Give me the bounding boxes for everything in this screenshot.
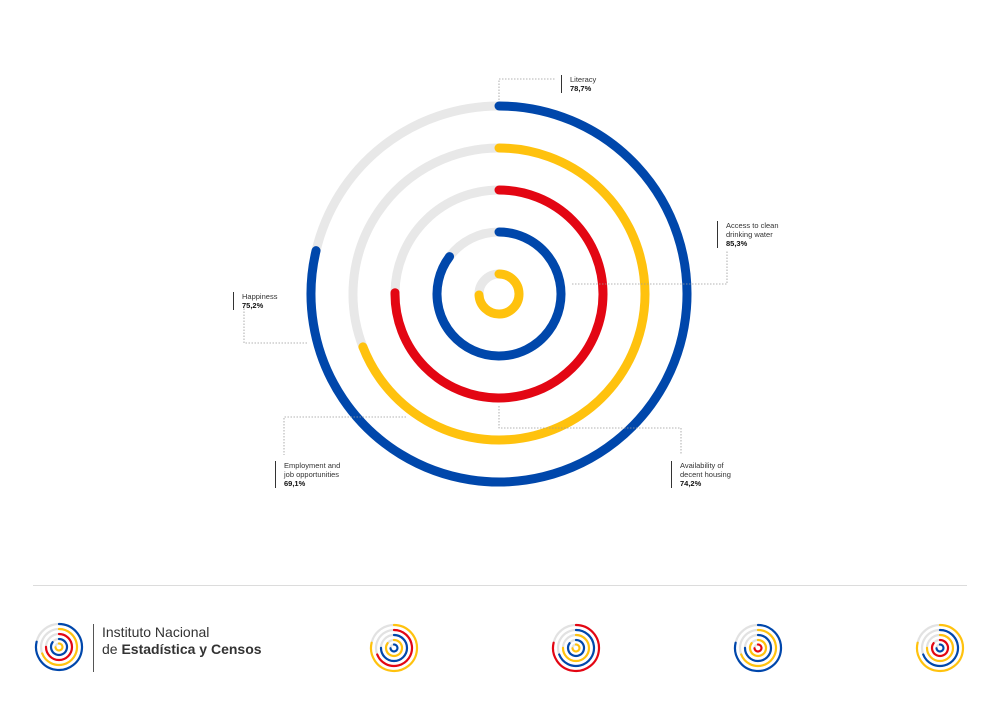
logo-track-1 (916, 623, 942, 644)
logo-arc-5 (935, 643, 945, 653)
label-water-name: Access to clean drinking water (726, 221, 779, 239)
logo-track-2 (738, 628, 760, 656)
org-line-1: Instituto Nacional (102, 624, 210, 640)
logo-arc-4 (748, 638, 768, 658)
logo-track-3 (44, 632, 61, 648)
logo-arc-2 (41, 627, 79, 667)
logo-arc-5 (571, 643, 581, 653)
label-housing-name: Availability of decent housing (680, 461, 731, 479)
leader-line-1 (498, 78, 555, 100)
label-housing-value: 74,2% (680, 479, 702, 488)
logo-arc-1 (915, 623, 965, 673)
logo-arc-4 (384, 638, 404, 658)
logo-arc-4 (566, 638, 586, 658)
arc-employment-and-job-opportunities (358, 143, 650, 445)
arc-happiness (390, 185, 608, 403)
logo-track-2 (920, 628, 942, 656)
label-literacy: Literacy 78,7% (561, 75, 596, 93)
logo-track-1 (552, 623, 578, 644)
label-employment-value: 69,1% (284, 479, 306, 488)
ine-logo-icon (34, 622, 84, 672)
logo-arc-1 (733, 623, 783, 673)
logo-variant-3-icon (733, 623, 783, 673)
track-3 (390, 185, 504, 298)
logo-variant-1-icon (369, 623, 419, 673)
org-line-2-prefix: de (102, 641, 122, 657)
org-line-2: de Estadística y Censos (102, 641, 262, 658)
logo-arc-1 (551, 623, 601, 673)
logo-track-2 (556, 628, 578, 656)
logo-arc-2 (740, 628, 778, 668)
logo-arc-3 (379, 633, 409, 663)
leader-line-2 (572, 250, 728, 285)
leader-line-3 (243, 307, 307, 344)
logo-arc-5 (389, 643, 399, 653)
organization-name: Instituto Nacional de Estadística y Cens… (93, 624, 262, 672)
arc-literacy (306, 101, 692, 487)
logo-arc-1 (34, 622, 84, 672)
label-happiness-value: 75,2% (242, 301, 264, 310)
track-2 (348, 143, 504, 352)
logo-arc-3 (44, 632, 74, 662)
logo-arc-2 (922, 628, 960, 668)
logo-track-2 (39, 627, 61, 655)
track-4 (445, 227, 504, 262)
label-happiness: Happiness 75,2% (233, 292, 277, 310)
logo-track-3 (925, 633, 942, 649)
label-housing: Availability of decent housing 74,2% (671, 461, 731, 488)
logo-track-3 (743, 633, 760, 649)
logo-arc-2 (376, 628, 414, 668)
logo-track-2 (374, 628, 396, 656)
logo-arc-3 (925, 633, 955, 663)
track-1 (311, 101, 504, 256)
logo-arc-1 (369, 623, 419, 673)
logo-arc-4 (49, 637, 69, 657)
arc-access-to-clean-drinking-water (432, 227, 566, 361)
logo-track-1 (370, 623, 396, 644)
chart-arcs (306, 101, 692, 487)
leader-lines (243, 78, 728, 455)
logo-variant-2-icon (551, 623, 601, 673)
logo-track-1 (734, 623, 760, 644)
leader-line-5 (498, 406, 682, 455)
logo-track-1 (35, 622, 61, 643)
logo-arc-5 (753, 643, 763, 653)
label-employment-name: Employment and job opportunities (284, 461, 341, 479)
logo-track-3 (561, 633, 578, 649)
label-literacy-name: Literacy (570, 75, 597, 84)
chart-tracks (311, 101, 504, 352)
logo-arc-5 (54, 642, 64, 652)
logo-arc-2 (558, 628, 596, 668)
org-line-2-bold: Estadística y Censos (121, 641, 262, 657)
logo-arc-3 (561, 633, 591, 663)
label-water: Access to clean drinking water 85,3% (717, 221, 779, 248)
logo-track-3 (379, 633, 396, 649)
leader-line-4 (283, 416, 406, 455)
logo-arc-3 (743, 633, 773, 663)
label-employment: Employment and job opportunities 69,1% (275, 461, 340, 488)
label-water-value: 85,3% (726, 239, 748, 248)
label-happiness-name: Happiness (242, 292, 278, 301)
label-literacy-value: 78,7% (570, 84, 592, 93)
arc-availability-of-decent-housing (474, 269, 524, 319)
logo-variant-4-icon (915, 623, 965, 673)
footer-divider (33, 585, 967, 586)
radial-bar-chart (243, 78, 728, 487)
logo-arc-4 (930, 638, 950, 658)
